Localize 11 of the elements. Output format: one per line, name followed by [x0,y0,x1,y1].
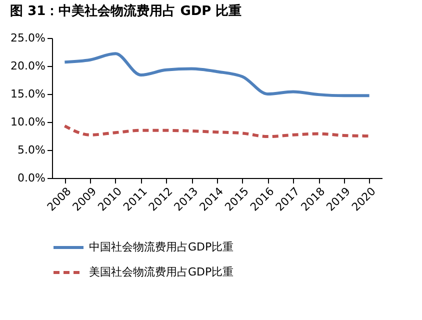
legend-label: 中国社会物流费用占GDP比重 [89,240,234,254]
y-tick-label: 10.0% [10,116,46,128]
y-tick-label: 0.0% [18,172,46,184]
line-series [63,52,371,98]
y-tick-label: 15.0% [10,88,46,100]
legend-label: 美国社会物流费用占GDP比重 [89,266,234,278]
chart-title: 图 31：中美社会物流费用占 GDP 比重 [10,3,242,19]
y-tick-label: 25.0% [10,32,46,44]
y-tick-label: 20.0% [10,60,46,72]
line-series [63,124,371,138]
y-tick-label: 5.0% [18,144,46,156]
